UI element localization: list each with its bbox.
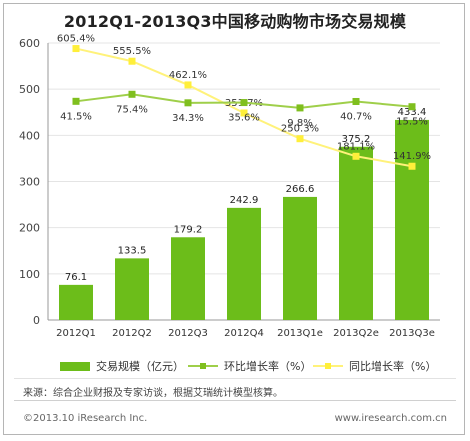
x-tick-label: 2012Q2 bbox=[112, 328, 152, 339]
legend-swatch-bar bbox=[60, 361, 90, 371]
yoy-label: 250.3% bbox=[281, 124, 319, 135]
bar-value-label: 266.6 bbox=[286, 184, 315, 195]
bar-value-label: 76.1 bbox=[65, 272, 87, 283]
mom-label: 35.6% bbox=[228, 113, 260, 124]
yoy-label: 181.1% bbox=[337, 141, 375, 152]
bar-value-label: 133.5 bbox=[118, 245, 147, 256]
website-link[interactable]: www.iresearch.com.cn bbox=[334, 413, 447, 424]
bar-value-label: 242.9 bbox=[230, 195, 259, 206]
mom-label: 34.3% bbox=[172, 113, 204, 124]
legend-label-mom: 环比增长率（%） bbox=[224, 360, 312, 373]
mom-label: 15.5% bbox=[396, 117, 428, 128]
y-tick-label: 400 bbox=[19, 129, 40, 142]
mom-point bbox=[296, 104, 304, 112]
chart-title: 2012Q1-2013Q3中国移动购物市场交易规模 bbox=[63, 12, 407, 31]
yoy-label: 605.4% bbox=[57, 34, 95, 45]
legend-item-mom: 环比增长率（%） bbox=[188, 356, 311, 376]
y-tick-label: 300 bbox=[19, 176, 40, 189]
mom-point bbox=[128, 90, 136, 98]
bar bbox=[171, 237, 205, 320]
x-tick-label: 2013Q3e bbox=[389, 328, 435, 339]
yoy-point bbox=[128, 57, 136, 65]
bar bbox=[227, 207, 261, 320]
legend-label-yoy: 同比增长率（%） bbox=[349, 360, 437, 373]
yoy-point bbox=[352, 152, 360, 160]
mom-label: 75.4% bbox=[116, 104, 148, 115]
legend-swatch-mom bbox=[188, 361, 218, 371]
bar bbox=[283, 196, 317, 320]
yoy-label: 462.1% bbox=[169, 70, 207, 81]
yoy-point bbox=[184, 81, 192, 89]
bar bbox=[59, 284, 93, 320]
y-tick-label: 100 bbox=[19, 268, 40, 281]
chart-legend: 交易规模（亿元） 环比增长率（%） 同比增长率（%） bbox=[0, 356, 470, 376]
source-note: 来源：综合企业财报及专家访谈，根据艾瑞统计模型核算。 bbox=[23, 388, 283, 399]
mom-point bbox=[240, 99, 248, 107]
yoy-point bbox=[408, 162, 416, 170]
mom-point bbox=[184, 99, 192, 107]
mom-label: 40.7% bbox=[340, 111, 372, 122]
yoy-point bbox=[72, 45, 80, 53]
yoy-point bbox=[296, 135, 304, 143]
legend-divider bbox=[14, 378, 456, 379]
legend-item-bar: 交易规模（亿元） bbox=[60, 356, 184, 376]
copyright-text: ©2013.10 iResearch Inc. bbox=[23, 413, 148, 424]
legend-item-yoy: 同比增长率（%） bbox=[313, 356, 436, 376]
chart-plot: 0 100 200 300 400 500 600 2012Q1 2012Q2 2012Q3 201… bbox=[19, 34, 440, 339]
mom-label: 41.5% bbox=[60, 111, 92, 122]
bar-value-label: 375.2 bbox=[342, 134, 371, 145]
legend-label-bar: 交易规模（亿元） bbox=[96, 360, 184, 373]
mom-point bbox=[352, 97, 360, 105]
y-tick-label: 200 bbox=[19, 222, 40, 235]
mom-point bbox=[408, 103, 416, 111]
y-tick-label: 600 bbox=[19, 37, 40, 50]
yoy-label: 555.5% bbox=[113, 46, 151, 57]
x-tick-label: 2012Q1 bbox=[56, 328, 96, 339]
footer-divider bbox=[14, 400, 456, 401]
y-tick-label: 500 bbox=[19, 83, 40, 96]
legend-swatch-yoy bbox=[313, 361, 343, 371]
bar-value-label: 179.2 bbox=[174, 224, 203, 235]
x-tick-label: 2012Q4 bbox=[224, 328, 264, 339]
yoy-point bbox=[240, 109, 248, 117]
mom-point bbox=[72, 97, 80, 105]
bar bbox=[395, 119, 429, 320]
x-tick-label: 2012Q3 bbox=[168, 328, 208, 339]
mom-label: 9.8% bbox=[287, 118, 312, 129]
bar bbox=[115, 258, 149, 320]
bar-value-label: 433.4 bbox=[398, 107, 427, 118]
y-tick-label: 0 bbox=[33, 314, 40, 327]
x-tick-label: 2013Q1e bbox=[277, 328, 323, 339]
bar bbox=[339, 146, 373, 320]
x-tick-label: 2013Q2e bbox=[333, 328, 379, 339]
yoy-label: 141.9% bbox=[393, 151, 431, 162]
